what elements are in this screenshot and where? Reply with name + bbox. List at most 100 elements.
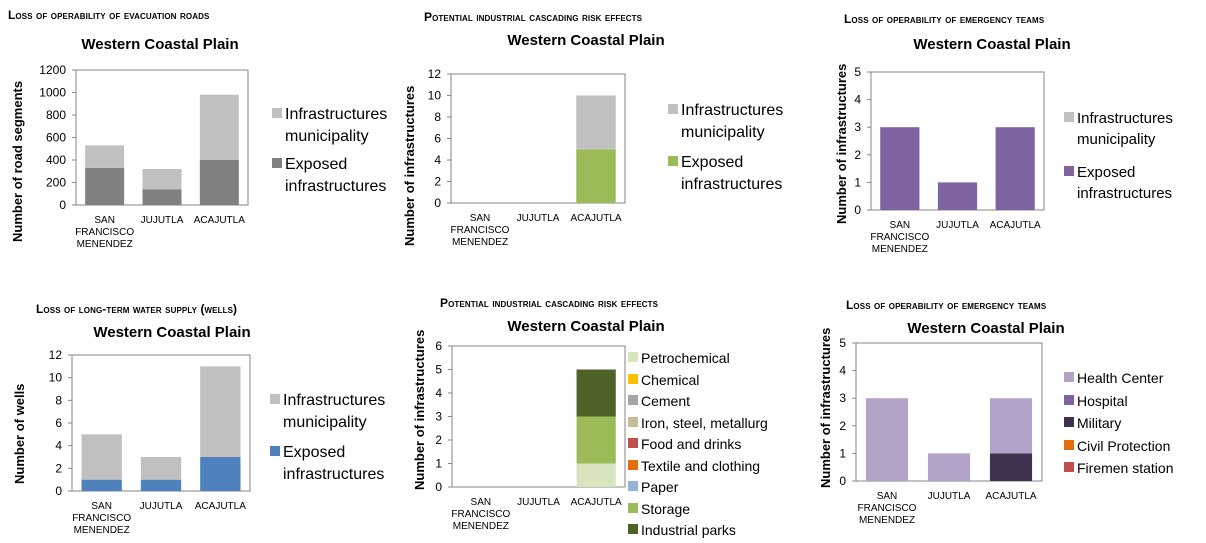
legend-swatch <box>628 416 638 427</box>
chart-supertitle: Potential industrial cascading risk effe… <box>440 296 659 310</box>
legend-label: Military <box>1077 415 1122 431</box>
y-tick-label: 4 <box>854 93 861 107</box>
y-tick-label: 5 <box>854 65 861 79</box>
legend-label: Industrial parks <box>641 522 736 538</box>
legend-item: Infrastructures municipality <box>272 104 402 148</box>
legend-swatch <box>1064 166 1074 176</box>
legend-item: Chemical <box>628 370 808 390</box>
bar-segment <box>576 369 616 417</box>
chart-supertitle: Loss of operability of emergency teams <box>844 12 1045 26</box>
chart-title: Western Coastal Plain <box>507 32 665 49</box>
x-tick-label: JUJUTLA <box>140 501 183 512</box>
bar-segment <box>995 127 1035 210</box>
y-tick-label: 0 <box>59 198 66 212</box>
legend-swatch <box>270 394 280 404</box>
y-tick-label: 1 <box>854 175 861 189</box>
bar-segment <box>200 366 241 457</box>
legend-swatch <box>628 395 638 405</box>
legend-label: Paper <box>641 479 679 495</box>
legend-item: Exposed infrastructures <box>272 154 402 198</box>
legend-swatch <box>628 502 638 513</box>
y-tick-label: 4 <box>434 153 441 167</box>
bar-segment <box>865 398 909 481</box>
legend-swatch <box>668 156 678 166</box>
legend-item: Storage <box>628 499 808 519</box>
legend-swatch <box>1064 112 1074 122</box>
legend-item: Textile and clothing <box>628 456 808 476</box>
legend-label: Textile and clothing <box>641 457 761 474</box>
bar-segment <box>85 145 125 168</box>
y-tick-label: 1200 <box>39 63 66 77</box>
chart-supertitle: Potential industrial cascading risk effe… <box>424 10 643 24</box>
legend-item: Petrochemical <box>628 348 808 368</box>
x-tick-label: JUJUTLA <box>936 220 979 231</box>
legend-label: Infrastructures municipality <box>681 102 784 141</box>
bar-segment <box>576 416 616 464</box>
y-tick-label: 5 <box>839 336 846 350</box>
y-tick-label: 2 <box>435 433 442 447</box>
bar-segment <box>989 398 1033 454</box>
x-tick-label: SAN FRANCISCO MENENDEZ <box>75 215 134 250</box>
bar-segment <box>199 94 239 160</box>
legend-swatch <box>628 373 638 384</box>
legend-label: Infrastructures municipality <box>1077 110 1173 148</box>
legend-swatch <box>1064 372 1074 382</box>
legend-item: Infrastructures municipality <box>1064 108 1204 150</box>
legend-swatch <box>272 108 282 118</box>
bar-segment <box>880 127 920 210</box>
legend-item: Paper <box>628 477 808 497</box>
y-tick-label: 8 <box>55 393 62 407</box>
chart-title: Western Coastal Plain <box>907 320 1065 337</box>
y-tick-label: 0 <box>854 203 861 217</box>
bar-segment <box>140 457 182 480</box>
legend-label: Firemen station <box>1077 460 1174 476</box>
chart-supertitle: Loss of operability of emergency teams <box>846 298 1047 312</box>
legend-swatch <box>270 446 280 456</box>
legend-swatch <box>628 459 638 470</box>
legend-label: Cement <box>641 393 691 409</box>
chart-title: Western Coastal Plain <box>913 36 1071 53</box>
chart-title: Western Coastal Plain <box>81 36 239 53</box>
x-tick-label: ACAJUTLA <box>990 220 1041 231</box>
bar-segment <box>989 453 1033 481</box>
bar-segment <box>200 457 241 491</box>
legend-item: Health Center <box>1064 368 1204 388</box>
legend-label: Exposed infrastructures <box>283 444 385 483</box>
y-tick-label: 6 <box>434 132 441 146</box>
x-tick-label: SAN FRANCISCO MENENDEZ <box>451 213 510 248</box>
legend-label: Hospital <box>1077 392 1128 409</box>
legend-swatch <box>272 158 282 168</box>
bar-segment <box>576 149 616 203</box>
chart-title: Western Coastal Plain <box>93 324 251 341</box>
legend-item: Cement <box>628 391 808 411</box>
y-tick-label: 800 <box>46 108 66 122</box>
y-tick-label: 4 <box>55 439 62 453</box>
bar-segment <box>85 167 125 205</box>
bar-segment <box>81 434 122 480</box>
y-tick-label: 10 <box>428 89 442 103</box>
y-tick-label: 4 <box>839 364 846 378</box>
y-tick-label: 5 <box>435 363 442 377</box>
bar-segment <box>576 95 616 150</box>
legend-item: Infrastructures municipality <box>270 390 400 434</box>
x-tick-label: JUJUTLA <box>928 491 971 502</box>
legend-label: Iron, steel, metallurg <box>641 414 768 431</box>
x-tick-label: ACAJUTLA <box>194 215 245 226</box>
y-tick-label: 1 <box>435 457 442 471</box>
y-tick-label: 0 <box>55 484 62 498</box>
y-tick-label: 3 <box>435 410 442 424</box>
legend-item: Firemen station <box>1064 458 1204 478</box>
legend-label: Civil Protection <box>1077 437 1171 454</box>
legend-label: Infrastructures municipality <box>283 392 386 431</box>
bar-segment <box>576 463 616 487</box>
legend-swatch <box>628 438 638 448</box>
y-tick-label: 12 <box>49 348 63 362</box>
legend-swatch <box>1064 462 1074 472</box>
legend-label: Exposed infrastructures <box>285 156 387 195</box>
x-tick-label: JUJUTLA <box>517 213 560 224</box>
